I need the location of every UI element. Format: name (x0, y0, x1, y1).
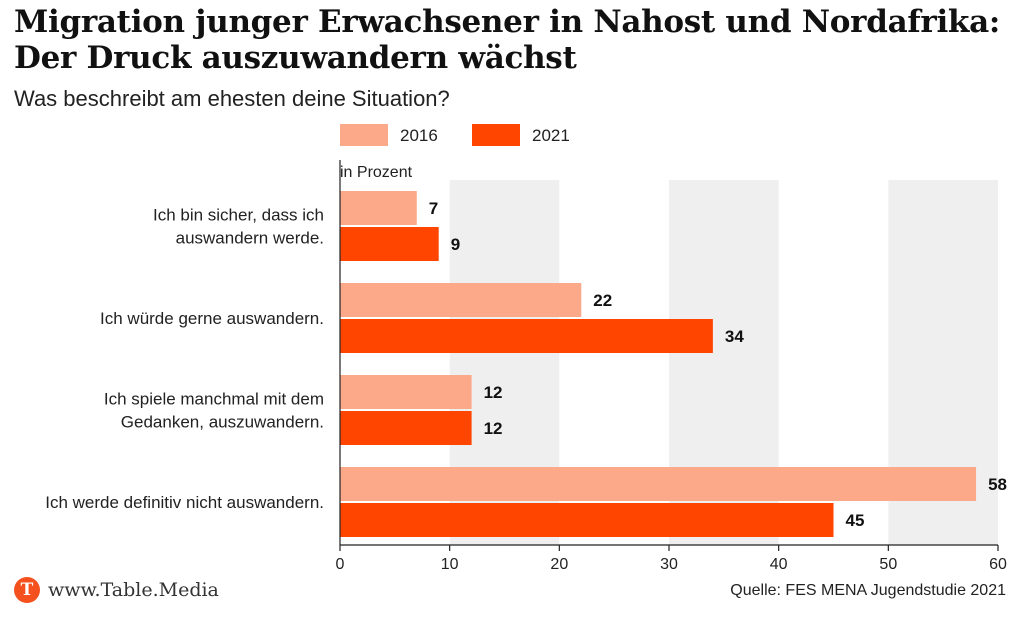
legend-swatch-2016 (340, 124, 388, 146)
data-label: 12 (484, 419, 503, 438)
data-label: 45 (846, 511, 865, 530)
x-tick-label: 0 (336, 556, 345, 573)
data-label: 22 (593, 291, 612, 310)
legend-label-2016: 2016 (400, 126, 438, 145)
table-media-logo-icon: T (14, 577, 40, 603)
brand[interactable]: T www.Table.Media (14, 576, 219, 604)
bar-2016 (340, 191, 417, 225)
chart-subtitle: Was beschreibt am ehesten deine Situatio… (14, 86, 450, 111)
bar-2016 (340, 467, 977, 501)
category-label: Ich würde gerne auswandern. (100, 309, 324, 328)
category-label: Ich spiele manchmal mit dem (104, 390, 324, 409)
x-tick-label: 60 (989, 556, 1007, 573)
bar-2016 (340, 375, 472, 409)
data-label: 12 (484, 383, 503, 402)
chart-title: Migration junger Erwachsener in Nahost u… (14, 4, 1001, 76)
legend-label-2021: 2021 (532, 126, 570, 145)
x-tick-label: 50 (879, 556, 897, 573)
source-note: Quelle: FES MENA Jugendstudie 2021 (730, 582, 1006, 599)
data-label: 34 (725, 327, 744, 346)
x-tick-label: 20 (550, 556, 568, 573)
bar-2021 (340, 411, 472, 445)
bar-2021 (340, 227, 439, 261)
data-label: 58 (988, 475, 1007, 494)
x-tick-label: 30 (660, 556, 678, 573)
legend-swatch-2021 (472, 124, 520, 146)
data-label: 9 (451, 235, 460, 254)
brand-url: www.Table.Media (48, 579, 219, 601)
x-tick-label: 40 (770, 556, 788, 573)
bar-2016 (340, 283, 582, 317)
category-label: Ich bin sicher, dass ich (153, 206, 324, 225)
x-tick-label: 10 (441, 556, 459, 573)
data-label: 7 (429, 199, 438, 218)
category-label: Gedanken, auszuwandern. (121, 413, 324, 432)
category-label: auswandern werde. (176, 229, 324, 248)
bar-2021 (340, 319, 713, 353)
bar-2021 (340, 503, 834, 537)
unit-label: in Prozent (340, 164, 413, 181)
category-label: Ich werde definitiv nicht auswandern. (45, 493, 324, 512)
